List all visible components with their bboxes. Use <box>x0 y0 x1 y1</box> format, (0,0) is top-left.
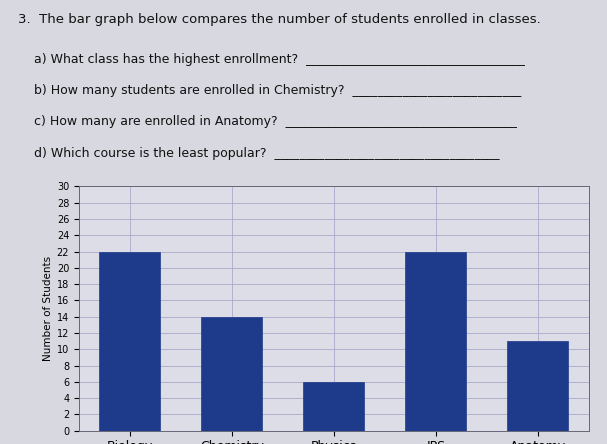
Y-axis label: Number of Students: Number of Students <box>42 256 53 361</box>
Text: d) Which course is the least popular?  ____________________________________: d) Which course is the least popular? __… <box>18 147 500 159</box>
Bar <box>405 252 466 431</box>
Bar <box>100 252 160 431</box>
Bar <box>507 341 568 431</box>
Text: c) How many are enrolled in Anatomy?  _____________________________________: c) How many are enrolled in Anatomy? ___… <box>18 115 517 128</box>
Text: b) How many students are enrolled in Chemistry?  ___________________________: b) How many students are enrolled in Che… <box>18 84 521 97</box>
Text: a) What class has the highest enrollment?  ___________________________________: a) What class has the highest enrollment… <box>18 53 525 66</box>
Bar <box>202 317 262 431</box>
Text: 3.  The bar graph below compares the number of students enrolled in classes.: 3. The bar graph below compares the numb… <box>18 13 541 26</box>
Bar <box>304 382 364 431</box>
